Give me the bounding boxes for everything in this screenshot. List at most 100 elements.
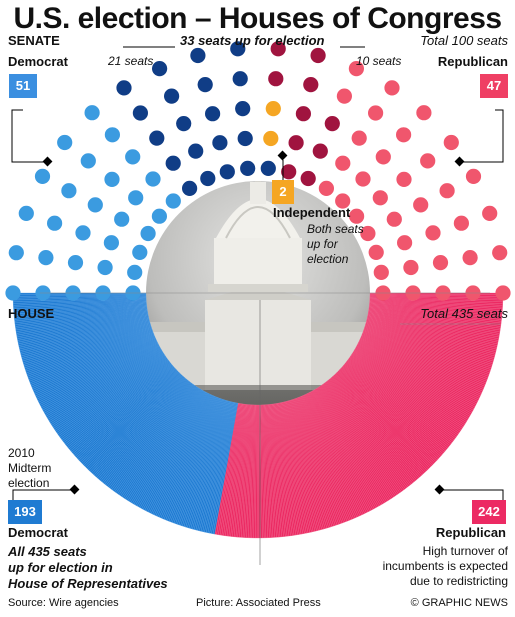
footer-graphic-credit: © GRAPHIC NEWS xyxy=(410,597,508,609)
senate-seat-democrat xyxy=(151,208,167,224)
senate-seat-republican xyxy=(348,61,364,77)
senate-total: Total 100 seats xyxy=(420,33,508,48)
senate-seat-republican xyxy=(336,88,352,104)
senate-label: SENATE xyxy=(8,33,60,48)
senate-seat-independent xyxy=(263,130,279,147)
house-republican-label: Republican xyxy=(435,525,506,540)
senate-seat-democrat-up-for-election xyxy=(232,71,248,87)
senate-seat-independent xyxy=(265,101,281,117)
senate-seat-republican xyxy=(386,211,402,227)
senate-seat-republican xyxy=(375,149,391,165)
senate-seat-republican xyxy=(351,130,367,146)
senate-seat-democrat xyxy=(125,149,141,165)
senate-seat-democrat xyxy=(57,134,73,151)
senate-seat-democrat-up-for-election xyxy=(152,61,168,77)
senate-seat-republican xyxy=(495,285,511,301)
senate-seat-democrat xyxy=(128,190,144,206)
senate-seat-republican-up-for-election xyxy=(295,106,311,122)
house-democrat-count: 193 xyxy=(8,500,42,524)
senate-seat-republican-up-for-election xyxy=(270,41,286,57)
senate-seat-democrat-up-for-election xyxy=(260,160,276,176)
senate-dem-up-seats: 21 seats xyxy=(108,54,154,68)
senate-seat-democrat-up-for-election xyxy=(212,135,228,151)
senate-seat-democrat xyxy=(145,171,161,187)
house-republican-count: 242 xyxy=(472,500,506,524)
senate-seat-republican xyxy=(368,244,384,260)
senate-seat-democrat xyxy=(67,255,84,271)
senate-rep-up-seats: 10 seats xyxy=(356,54,402,68)
senate-seat-democrat xyxy=(132,244,148,260)
senate-seat-republican-up-for-election xyxy=(268,71,284,87)
senate-seat-republican-up-for-election xyxy=(281,164,297,180)
senate-seat-republican xyxy=(432,255,449,271)
senate-seat-republican xyxy=(420,153,436,169)
senate-seat-democrat xyxy=(75,225,91,241)
senate-seat-democrat xyxy=(84,105,100,121)
senate-seat-republican xyxy=(335,193,351,209)
senate-seat-democrat xyxy=(87,197,103,213)
senate-seat-democrat xyxy=(8,245,24,261)
senate-seat-republican xyxy=(492,245,508,261)
senate-seat-democrat xyxy=(127,264,143,280)
senate-seat-republican-up-for-election xyxy=(288,135,304,151)
senate-seat-republican xyxy=(465,168,482,184)
senate-seat-democrat xyxy=(47,215,63,231)
senate-seat-republican xyxy=(443,134,459,151)
senate-republican-label: Republican xyxy=(437,54,508,69)
senate-seat-democrat-up-for-election xyxy=(132,105,148,121)
senate-seat-democrat-up-for-election xyxy=(237,130,253,147)
senate-seat-democrat-up-for-election xyxy=(116,80,132,96)
senate-seat-democrat-up-for-election xyxy=(182,180,198,196)
senate-democrat-label: Democrat xyxy=(8,54,68,69)
senate-seat-republican xyxy=(318,180,334,196)
senate-seat-republican xyxy=(482,205,498,221)
midterm-note: 2010 Midterm election xyxy=(8,446,52,490)
senate-up-for-election: 33 seats up for election xyxy=(180,33,325,48)
senate-seat-democrat xyxy=(114,211,130,227)
senate-seat-rows xyxy=(5,41,511,301)
senate-seat-democrat-up-for-election xyxy=(219,164,235,180)
senate-seat-democrat-up-for-election xyxy=(240,160,256,176)
senate-seat-republican xyxy=(396,127,412,143)
senate-seat-republican xyxy=(349,208,365,224)
senate-seat-democrat xyxy=(61,183,77,199)
senate-seat-democrat xyxy=(80,153,96,169)
senate-seat-republican xyxy=(396,171,412,187)
senate-seat-republican xyxy=(373,264,389,280)
senate-seat-democrat xyxy=(104,127,120,143)
senate-seat-republican-up-for-election xyxy=(324,116,340,132)
senate-independent-note: Both seats up for election xyxy=(307,222,364,266)
senate-seat-republican-up-for-election xyxy=(300,170,316,187)
house-label: HOUSE xyxy=(8,306,55,321)
house-total: Total 435 seats xyxy=(420,306,508,321)
senate-seat-democrat xyxy=(34,168,51,184)
senate-seat-democrat xyxy=(5,285,21,301)
house-democrat-label: Democrat xyxy=(8,525,68,540)
senate-seat-republican xyxy=(425,225,441,241)
house-seat-arc xyxy=(12,292,504,539)
senate-seat-democrat-up-for-election xyxy=(164,88,180,104)
senate-seat-republican-up-for-election xyxy=(310,47,326,64)
page-title: U.S. election – Houses of Congress xyxy=(13,2,502,35)
senate-seat-democrat-up-for-election xyxy=(165,155,181,171)
senate-seat-republican xyxy=(416,105,432,121)
senate-seat-democrat-up-for-election xyxy=(230,41,246,57)
senate-seat-democrat-up-for-election xyxy=(200,170,216,187)
footer-picture-credit: Picture: Associated Press xyxy=(196,597,321,609)
senate-seat-republican xyxy=(397,235,413,251)
senate-seat-republican-up-for-election xyxy=(312,143,328,159)
senate-seat-republican xyxy=(372,190,388,206)
senate-seat-republican xyxy=(439,183,455,199)
senate-republican-count: 47 xyxy=(480,74,508,98)
senate-seat-democrat xyxy=(18,205,34,221)
senate-seat-democrat xyxy=(97,259,113,276)
senate-seat-republican xyxy=(355,171,371,187)
senate-seat-democrat xyxy=(104,171,120,187)
senate-seat-democrat xyxy=(165,193,181,209)
senate-seat-democrat xyxy=(140,225,156,242)
senate-seat-democrat-up-for-election xyxy=(197,77,213,93)
senate-democrat-count: 51 xyxy=(9,74,37,98)
senate-seat-republican xyxy=(413,197,429,213)
